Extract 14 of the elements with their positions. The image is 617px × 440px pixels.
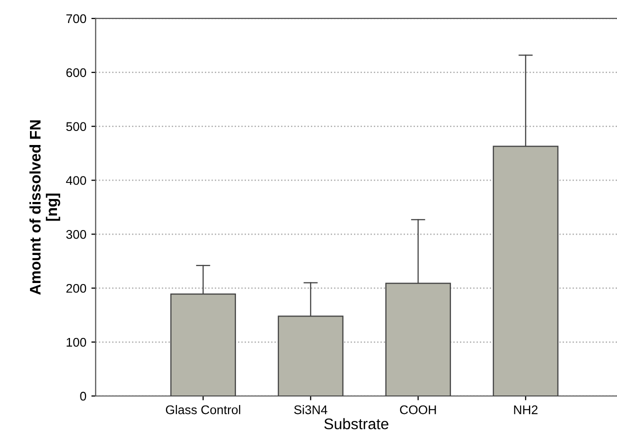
y-tick-label: 700 (66, 14, 86, 24)
y-tick-label: 100 (66, 338, 86, 347)
x-tick-label: Si3N4 (294, 405, 328, 414)
y-tick-label: 600 (66, 68, 86, 78)
y-axis-title: Amount of dissolved FN [ng] (29, 120, 60, 295)
x-axis-title: Substrate (324, 418, 388, 430)
y-tick-label: 500 (66, 122, 86, 131)
y-tick-label: 300 (66, 230, 86, 239)
y-tick-label: 200 (66, 284, 86, 293)
y-tick-label: 400 (66, 176, 86, 185)
x-tick-label: Glass Control (166, 405, 240, 414)
x-tick-label: COOH (400, 405, 436, 414)
x-tick-label: NH2 (514, 405, 538, 414)
y-tick-label: 0 (80, 392, 86, 401)
